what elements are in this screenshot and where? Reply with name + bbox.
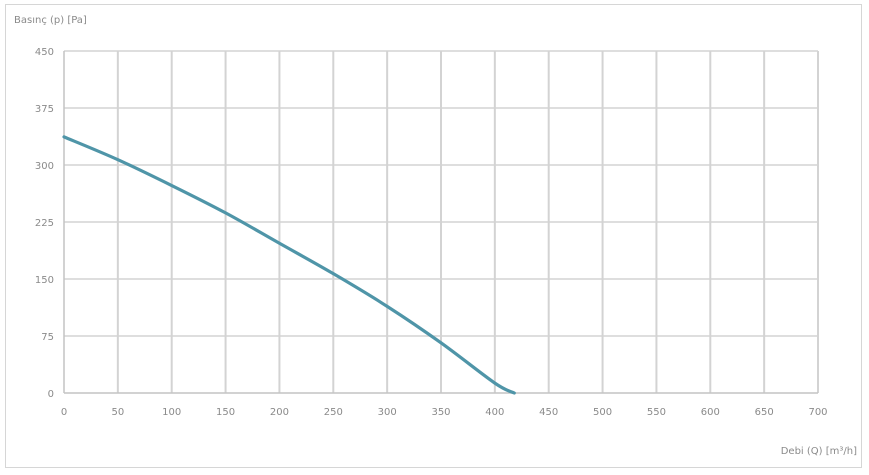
y-axis-title: Basınç (p) [Pa] bbox=[14, 15, 87, 26]
tick-labels: 0 50 100 150 200 250 300 350 400 450 500 550 600 650 7… bbox=[35, 47, 828, 418]
x-tick-label-500: 500 bbox=[593, 407, 612, 418]
grid bbox=[64, 50, 819, 393]
x-tick-label-400: 400 bbox=[485, 407, 504, 418]
x-tick-label-600: 600 bbox=[701, 407, 720, 418]
y-tick-label-150: 150 bbox=[35, 275, 54, 286]
y-tick-label-450: 450 bbox=[35, 47, 54, 58]
y-tick-label-300: 300 bbox=[35, 161, 54, 172]
y-tick-label-0: 0 bbox=[48, 389, 54, 400]
x-tick-label-700: 700 bbox=[808, 407, 827, 418]
x-tick-label-550: 550 bbox=[647, 407, 666, 418]
pressure-flow-chart: 0 50 100 150 200 250 300 350 400 450 500 550 600 650 7… bbox=[14, 15, 857, 457]
chart-container: 0 50 100 150 200 250 300 350 400 450 500 550 600 650 7… bbox=[5, 4, 862, 468]
axes bbox=[63, 51, 818, 394]
x-tick-label-100: 100 bbox=[162, 407, 181, 418]
series-line-0 bbox=[62, 135, 516, 395]
x-tick-label-300: 300 bbox=[378, 407, 397, 418]
series bbox=[62, 135, 516, 395]
x-tick-label-250: 250 bbox=[324, 407, 343, 418]
x-tick-label-150: 150 bbox=[216, 407, 235, 418]
y-tick-label-75: 75 bbox=[41, 332, 54, 343]
x-tick-label-50: 50 bbox=[111, 407, 124, 418]
x-tick-label-450: 450 bbox=[539, 407, 558, 418]
x-tick-label-350: 350 bbox=[431, 407, 450, 418]
y-tick-label-375: 375 bbox=[35, 104, 54, 115]
y-tick-label-225: 225 bbox=[35, 218, 54, 229]
x-tick-label-650: 650 bbox=[755, 407, 774, 418]
x-axis-title: Debi (Q) [m³/h] bbox=[781, 446, 857, 457]
x-tick-label-0: 0 bbox=[61, 407, 67, 418]
x-tick-label-200: 200 bbox=[270, 407, 289, 418]
